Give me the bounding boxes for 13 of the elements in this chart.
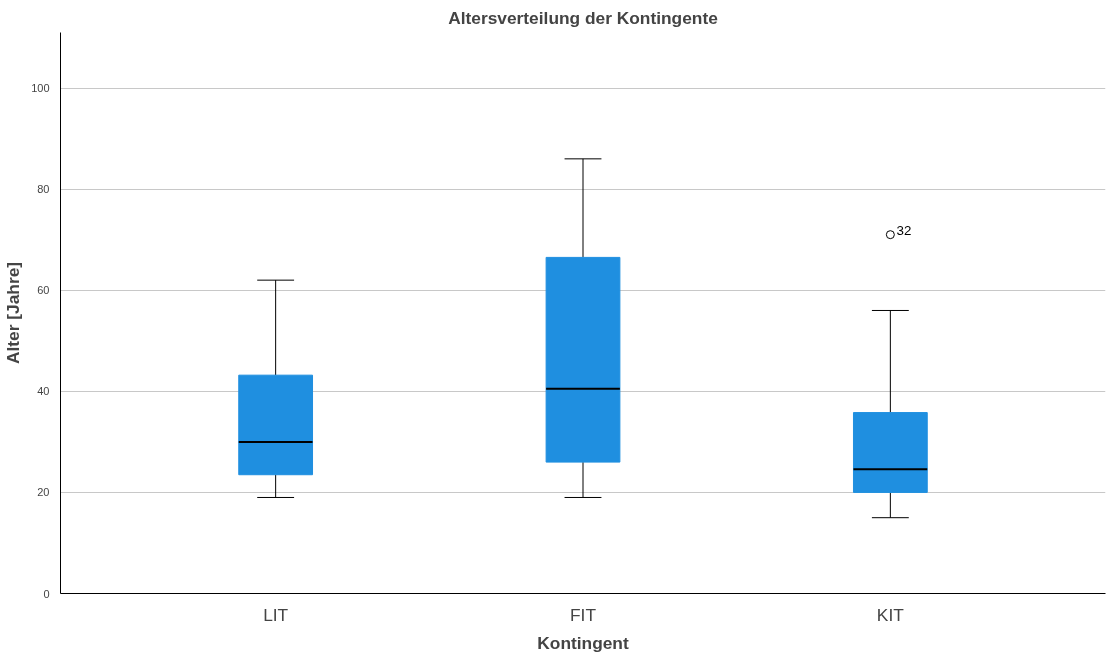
x-axis-title: Kontingent [537, 632, 629, 653]
y-tick-label: 20 [37, 486, 50, 499]
y-tick-label: 60 [37, 284, 50, 297]
chart-title: Altersverteilung der Kontingente [448, 7, 719, 28]
y-tick-label: 40 [37, 385, 50, 398]
y-tick-label: 0 [43, 587, 50, 600]
y-tick-label: 80 [37, 183, 50, 196]
y-tick-label: 100 [31, 82, 50, 95]
x-tick-label: KIT [876, 604, 905, 625]
annotation: 32 [896, 222, 912, 238]
x-tick-label: FIT [570, 604, 597, 625]
y-axis-title: Alter [Jahre] [3, 261, 24, 365]
x-tick-label: LIT [263, 604, 289, 625]
